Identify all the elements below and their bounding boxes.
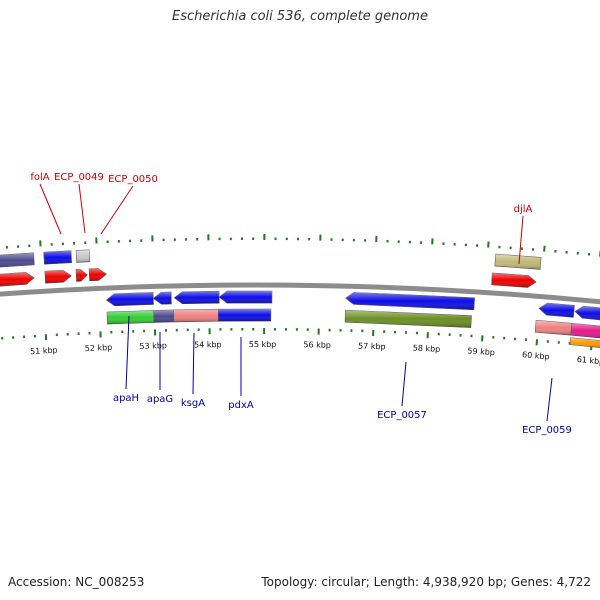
scale-label: 58 kbp (413, 344, 441, 354)
gene-label-leader (78, 183, 86, 234)
gene-label-text: apaH (113, 393, 139, 404)
gene-feature-shading (0, 252, 35, 268)
scale-label: 52 kbp (85, 343, 113, 353)
gene-label-text: ECP_0059 (522, 425, 572, 436)
gene-label[interactable]: ECP_0057 (377, 361, 427, 421)
gene-label-leader (100, 185, 134, 235)
gene-feature[interactable] (491, 272, 537, 288)
gene-feature[interactable] (88, 268, 107, 282)
gene-feature[interactable] (106, 292, 154, 307)
gene-feature-shading (535, 320, 572, 336)
gene-feature[interactable] (173, 290, 220, 305)
gene-feature-shading (75, 269, 88, 282)
gene-label-text: ECP_0050 (108, 174, 158, 185)
gene-feature-shading (574, 306, 600, 320)
gene-feature[interactable] (43, 250, 72, 265)
gene-feature[interactable] (44, 269, 72, 284)
map-title: Escherichia coli 536, complete genome (172, 9, 428, 24)
gene-feature-shading (219, 291, 272, 304)
gene-feature[interactable] (344, 309, 472, 328)
gene-feature[interactable] (538, 302, 575, 318)
gene-label-text: ksgA (181, 398, 205, 409)
gene-feature[interactable] (574, 305, 600, 321)
gene-label[interactable]: ECP_0050 (100, 174, 158, 235)
gene-label[interactable]: pdxA (228, 337, 254, 411)
gene-feature[interactable] (173, 308, 219, 323)
gene-feature-shading (0, 272, 35, 287)
gene-feature[interactable] (345, 292, 475, 311)
gene-feature-shading (218, 309, 271, 322)
gene-label-leader (192, 332, 195, 395)
gene-feature-shading (153, 309, 174, 323)
genome-backbone (0, 282, 600, 305)
gene-feature-shading (43, 250, 72, 265)
inner-tick-ring (1, 327, 593, 351)
gene-callouts: folA ECP_0049 ECP_0050 djlA apaH apaG ksgA pdxA… (30, 172, 572, 436)
gene-feature-shading (107, 310, 155, 325)
gene-label-leader (39, 183, 62, 235)
gene-feature[interactable] (0, 272, 35, 287)
gene-feature-shading (153, 291, 172, 305)
gene-feature[interactable] (218, 290, 273, 304)
gene-label[interactable]: ECP_0049 (54, 172, 104, 234)
gene-label-leader (546, 377, 553, 422)
gene-feature-shading (89, 268, 107, 281)
gene-feature[interactable] (106, 310, 155, 325)
gene-feature[interactable] (217, 308, 272, 322)
gene-label-leader (125, 315, 130, 390)
scale-label: 61 kbp (576, 355, 600, 367)
gene-feature-shading (491, 272, 537, 288)
gene-label-text: djlA (514, 204, 533, 215)
gene-feature[interactable] (570, 322, 600, 339)
gene-label-leader (401, 361, 407, 407)
gene-label-text: folA (30, 172, 49, 183)
gene-feature-shading (106, 292, 154, 306)
gene-feature[interactable] (569, 337, 600, 348)
gene-feature[interactable] (0, 252, 35, 268)
gene-feature[interactable] (75, 249, 91, 263)
gene-feature[interactable] (75, 268, 88, 282)
scale-label: 60 kbp (522, 350, 550, 361)
scale-label: 57 kbp (358, 341, 386, 351)
gene-label[interactable]: apaH (113, 315, 139, 404)
gene-feature-shading (494, 254, 542, 270)
gene-label-leader (518, 215, 524, 265)
gene-label-text: ECP_0057 (377, 410, 427, 421)
gene-feature-shading (174, 291, 220, 304)
accession-text: Accession: NC_008253 (8, 575, 145, 589)
gene-feature[interactable] (494, 253, 542, 270)
outer-tick-ring (5, 234, 600, 257)
gene-label[interactable]: ksgA (181, 332, 205, 409)
gene-feature-shading (345, 292, 475, 310)
gene-feature-shading (570, 323, 600, 338)
scale-label: 54 kbp (194, 340, 222, 349)
genome-summary-text: Topology: circular; Length: 4,938,920 bp… (261, 575, 591, 589)
gene-label[interactable]: ECP_0059 (522, 377, 572, 436)
scale-label: 53 kbp (139, 341, 167, 351)
gene-label[interactable]: apaG (147, 332, 173, 405)
gene-feature-shading (539, 303, 575, 318)
gene-feature-shading (569, 337, 600, 348)
gene-label[interactable]: djlA (514, 204, 533, 265)
gene-feature-shading (173, 309, 219, 322)
scale-label: 56 kbp (303, 340, 331, 349)
gene-feature-shading (44, 270, 72, 284)
gene-feature-shading (76, 249, 90, 263)
gene-feature[interactable] (534, 319, 573, 336)
scale-label: 55 kbp (249, 340, 277, 349)
feature-track (0, 249, 600, 348)
gene-feature[interactable] (153, 309, 175, 323)
gene-label-text: apaG (147, 394, 173, 405)
scale-labels: 51 kbp 52 kbp 53 kbp 54 kbp 55 kbp 56 kbp 57 k… (30, 340, 600, 366)
gene-label[interactable]: folA (30, 172, 62, 235)
scale-label: 59 kbp (467, 346, 495, 357)
gene-feature-shading (345, 310, 472, 328)
gene-feature[interactable] (152, 291, 172, 305)
gene-label-text: pdxA (228, 400, 254, 411)
gene-label-text: ECP_0049 (54, 172, 104, 183)
scale-label: 51 kbp (30, 346, 58, 357)
